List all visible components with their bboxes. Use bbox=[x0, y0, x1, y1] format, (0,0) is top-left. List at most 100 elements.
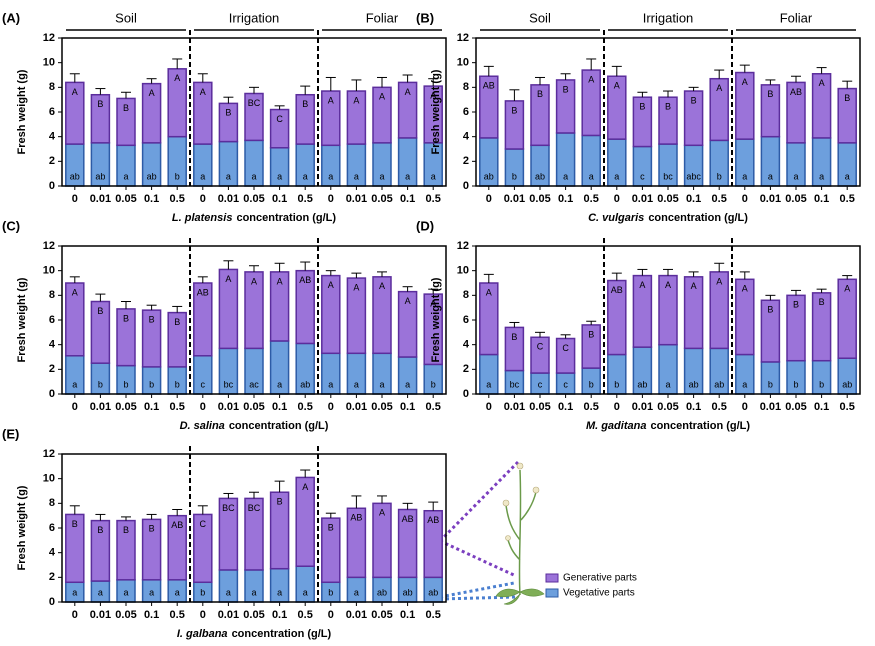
x-tick-label: 0.05 bbox=[371, 401, 392, 413]
x-axis-label: D. salinaconcentration (g/L) bbox=[180, 420, 329, 432]
x-tick-label: 0.1 bbox=[144, 193, 159, 205]
y-tick-label: 6 bbox=[49, 522, 55, 534]
group-label: Soil bbox=[529, 10, 551, 25]
significance-label: ab bbox=[300, 379, 310, 389]
y-tick-label: 0 bbox=[463, 180, 469, 192]
x-tick-label: 0.05 bbox=[115, 401, 136, 413]
x-tick-label: 0.05 bbox=[785, 401, 806, 413]
significance-label: A bbox=[72, 87, 78, 97]
error-bar bbox=[637, 269, 647, 275]
significance-label: A bbox=[614, 81, 620, 91]
y-tick-label: 6 bbox=[49, 314, 55, 326]
x-tick-label: 0.1 bbox=[400, 401, 415, 413]
significance-label: A bbox=[353, 282, 359, 292]
x-tick-label: 0.1 bbox=[144, 401, 159, 413]
significance-label: a bbox=[98, 587, 103, 597]
error-bar bbox=[223, 261, 233, 270]
significance-label: A bbox=[174, 73, 180, 83]
significance-label: a bbox=[123, 587, 128, 597]
error-bar bbox=[275, 481, 285, 492]
significance-label: a bbox=[665, 379, 670, 389]
significance-label: c bbox=[538, 379, 543, 389]
significance-label: A bbox=[149, 88, 155, 98]
x-axis-label: L. platensisconcentration (g/L) bbox=[172, 212, 336, 224]
significance-label: A bbox=[819, 78, 825, 88]
x-tick-label: 0.01 bbox=[632, 401, 653, 413]
y-tick-label: 0 bbox=[49, 388, 55, 400]
significance-label: ab bbox=[637, 379, 647, 389]
significance-label: BC bbox=[248, 503, 261, 513]
significance-label: A bbox=[742, 284, 748, 294]
significance-label: B bbox=[328, 523, 334, 533]
error-bar bbox=[121, 92, 131, 98]
y-tick-label: 6 bbox=[463, 314, 469, 326]
legend-label: Vegetative parts bbox=[563, 588, 635, 599]
y-tick-label: 12 bbox=[457, 32, 469, 44]
legend-swatch bbox=[546, 574, 558, 582]
x-tick-label: 0.5 bbox=[584, 401, 599, 413]
error-bar bbox=[249, 492, 259, 498]
significance-label: AB bbox=[299, 275, 311, 285]
x-tick-label: 0.1 bbox=[272, 193, 287, 205]
significance-label: B bbox=[767, 89, 773, 99]
panel-label: (D) bbox=[416, 218, 434, 233]
significance-label: a bbox=[819, 171, 824, 181]
significance-label: bc bbox=[663, 171, 673, 181]
significance-label: ab bbox=[147, 171, 157, 181]
x-tick-label: 0.01 bbox=[90, 401, 111, 413]
x-tick-label: 0.05 bbox=[243, 401, 264, 413]
error-bar bbox=[403, 75, 413, 82]
plant-illustration bbox=[440, 462, 544, 604]
error-bar bbox=[275, 263, 285, 272]
x-axis-label-part: concentration (g/L) bbox=[650, 420, 750, 432]
significance-label: A bbox=[742, 77, 748, 87]
error-bar bbox=[586, 59, 596, 70]
significance-label: AB bbox=[171, 520, 183, 530]
x-tick-label: 0.5 bbox=[298, 609, 313, 621]
significance-label: A bbox=[353, 95, 359, 105]
x-tick-label: 0.5 bbox=[840, 401, 855, 413]
significance-label: ab bbox=[428, 587, 438, 597]
significance-label: C bbox=[537, 342, 544, 352]
panel-label: (E) bbox=[2, 426, 19, 441]
error-bar bbox=[817, 68, 827, 74]
x-tick-label: 0 bbox=[200, 193, 206, 205]
significance-label: b bbox=[614, 379, 619, 389]
x-tick-label: 0 bbox=[200, 609, 206, 621]
y-axis-label: Fresh weight (g) bbox=[430, 69, 442, 154]
error-bar bbox=[351, 80, 361, 91]
significance-label: a bbox=[303, 587, 308, 597]
significance-label: c bbox=[640, 171, 645, 181]
x-tick-label: 0.5 bbox=[712, 401, 727, 413]
error-bar bbox=[663, 91, 673, 97]
y-axis-label: Fresh weight (g) bbox=[16, 277, 28, 362]
significance-label: AB bbox=[350, 513, 362, 523]
significance-label: B bbox=[149, 315, 155, 325]
error-bar bbox=[198, 277, 208, 283]
significance-label: AB bbox=[427, 515, 439, 525]
y-tick-label: 4 bbox=[463, 131, 470, 143]
significance-label: a bbox=[226, 587, 231, 597]
error-bar bbox=[561, 74, 571, 80]
significance-label: A bbox=[200, 87, 206, 97]
significance-label: a bbox=[72, 379, 77, 389]
error-bar bbox=[612, 273, 622, 280]
x-tick-label: 0.1 bbox=[686, 401, 701, 413]
error-bar bbox=[714, 70, 724, 79]
significance-label: c bbox=[201, 379, 206, 389]
y-tick-label: 0 bbox=[49, 180, 55, 192]
x-axis-label-part: concentration (g/L) bbox=[232, 628, 332, 640]
x-tick-label: 0.5 bbox=[298, 193, 313, 205]
y-tick-label: 12 bbox=[457, 240, 469, 252]
error-bar bbox=[300, 470, 310, 477]
significance-label: AB bbox=[402, 514, 414, 524]
x-tick-label: 0 bbox=[486, 193, 492, 205]
x-tick-label: 0.01 bbox=[504, 401, 525, 413]
y-tick-label: 6 bbox=[463, 106, 469, 118]
error-bar bbox=[300, 86, 310, 95]
significance-label: b bbox=[512, 171, 517, 181]
x-axis-label-part: C. vulgaris bbox=[588, 212, 644, 224]
x-axis-label-part: D. salina bbox=[180, 420, 225, 432]
y-axis-label: Fresh weight (g) bbox=[16, 485, 28, 570]
